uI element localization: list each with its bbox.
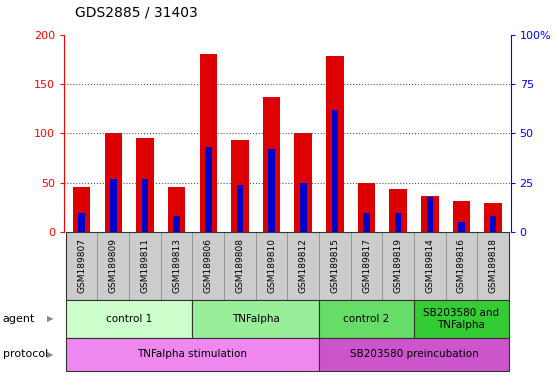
Text: ▶: ▶ — [46, 314, 53, 323]
Bar — [73, 187, 90, 232]
Bar — [142, 179, 148, 232]
Text: GSM189807: GSM189807 — [77, 238, 86, 293]
Text: GSM189809: GSM189809 — [109, 238, 118, 293]
Bar — [110, 179, 117, 232]
Bar — [104, 134, 122, 232]
Text: GSM189811: GSM189811 — [141, 238, 150, 293]
Bar — [490, 217, 497, 232]
Bar — [358, 183, 375, 232]
Text: GSM189806: GSM189806 — [204, 238, 213, 293]
Bar — [295, 134, 312, 232]
Bar — [78, 213, 85, 232]
Text: GSM189817: GSM189817 — [362, 238, 371, 293]
Bar — [263, 97, 280, 232]
Bar — [168, 187, 185, 232]
Bar — [326, 56, 344, 232]
Bar — [231, 141, 248, 232]
Text: GSM189810: GSM189810 — [267, 238, 276, 293]
Text: GSM189812: GSM189812 — [299, 238, 307, 293]
Bar — [237, 185, 243, 232]
Text: GSM189808: GSM189808 — [235, 238, 244, 293]
Text: GSM189814: GSM189814 — [425, 238, 434, 293]
Text: ▶: ▶ — [46, 350, 53, 359]
Bar — [458, 222, 465, 232]
Bar — [426, 197, 433, 232]
Text: agent: agent — [3, 314, 35, 324]
Text: protocol: protocol — [3, 349, 48, 359]
Bar — [421, 196, 439, 232]
Text: GDS2885 / 31403: GDS2885 / 31403 — [75, 5, 198, 19]
Text: control 2: control 2 — [343, 314, 389, 324]
Bar — [300, 183, 306, 232]
Text: SB203580 preincubation: SB203580 preincubation — [350, 349, 478, 359]
Text: TNFalpha: TNFalpha — [232, 314, 280, 324]
Bar — [484, 203, 502, 232]
Text: GSM189813: GSM189813 — [172, 238, 181, 293]
Bar — [395, 213, 402, 232]
Text: GSM189818: GSM189818 — [489, 238, 498, 293]
Text: control 1: control 1 — [106, 314, 152, 324]
Text: GSM189816: GSM189816 — [457, 238, 466, 293]
Bar — [331, 110, 338, 232]
Bar — [205, 147, 211, 232]
Bar — [173, 217, 180, 232]
Text: GSM189815: GSM189815 — [330, 238, 339, 293]
Text: TNFalpha stimulation: TNFalpha stimulation — [137, 349, 247, 359]
Bar — [136, 138, 153, 232]
Text: SB203580 and
TNFalpha: SB203580 and TNFalpha — [424, 308, 499, 329]
Bar — [200, 55, 217, 232]
Bar — [268, 149, 275, 232]
Bar — [453, 201, 470, 232]
Bar — [389, 189, 407, 232]
Bar — [363, 213, 370, 232]
Text: GSM189819: GSM189819 — [394, 238, 403, 293]
